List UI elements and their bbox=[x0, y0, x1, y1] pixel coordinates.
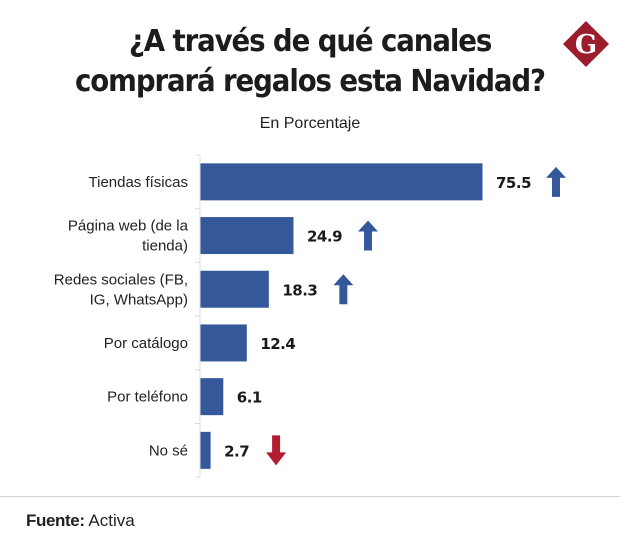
gestion-logo-icon: G bbox=[563, 21, 609, 67]
value-label: 24.9 bbox=[307, 228, 342, 246]
bar bbox=[200, 324, 247, 362]
category-label-line: Redes sociales (FB, bbox=[54, 271, 188, 288]
trend-up-arrow-icon bbox=[358, 220, 379, 251]
trend-up-arrow-icon bbox=[333, 274, 354, 305]
source-value: Activa bbox=[88, 511, 135, 530]
bar bbox=[200, 217, 294, 255]
bar bbox=[200, 163, 483, 201]
title-line-1: ¿A través de qué canales bbox=[128, 24, 492, 59]
category-label: Página web (de la tienda) bbox=[68, 218, 189, 255]
category-label-line: Por teléfono bbox=[107, 389, 188, 406]
category-label-line: Página web (de la bbox=[68, 218, 189, 235]
value-label: 2.7 bbox=[224, 442, 249, 460]
footer-divider bbox=[0, 496, 620, 497]
bar bbox=[200, 270, 269, 308]
source-label: Fuente: bbox=[26, 511, 85, 530]
category-label: Tiendas físicas bbox=[89, 174, 189, 191]
title-line-2: comprará regalos esta Navidad? bbox=[75, 64, 546, 99]
logo-letter: G bbox=[575, 30, 597, 60]
category-label-line: tienda) bbox=[142, 238, 188, 255]
category-label-line: Por catálogo bbox=[104, 335, 188, 352]
category-label: Redes sociales (FB, IG, WhatsApp) bbox=[54, 271, 188, 308]
bar bbox=[200, 378, 224, 416]
logo-diamond bbox=[563, 21, 609, 67]
trend-down-arrow-icon bbox=[266, 435, 287, 466]
category-label: No sé bbox=[149, 442, 188, 459]
category-label-line: No sé bbox=[149, 442, 188, 459]
value-label: 75.5 bbox=[496, 174, 531, 192]
bar bbox=[200, 431, 211, 469]
value-label: 12.4 bbox=[260, 335, 295, 353]
value-label: 6.1 bbox=[237, 389, 262, 407]
chart-subtitle: En Porcentaje bbox=[259, 115, 361, 132]
source-note: Fuente: Activa bbox=[26, 511, 135, 531]
category-label: Por teléfono bbox=[107, 389, 188, 406]
trend-up-arrow-icon bbox=[546, 166, 566, 197]
chart-title: ¿A través de qué canales comprará regalo… bbox=[25, 22, 595, 102]
category-label-line: IG, WhatsApp) bbox=[90, 291, 188, 308]
value-label: 18.3 bbox=[282, 281, 317, 299]
bar-chart: Tiendas físicas 75.5 Página web (de la tien… bbox=[54, 154, 566, 478]
category-label-line: Tiendas físicas bbox=[89, 174, 189, 191]
category-label: Por catálogo bbox=[104, 335, 188, 352]
